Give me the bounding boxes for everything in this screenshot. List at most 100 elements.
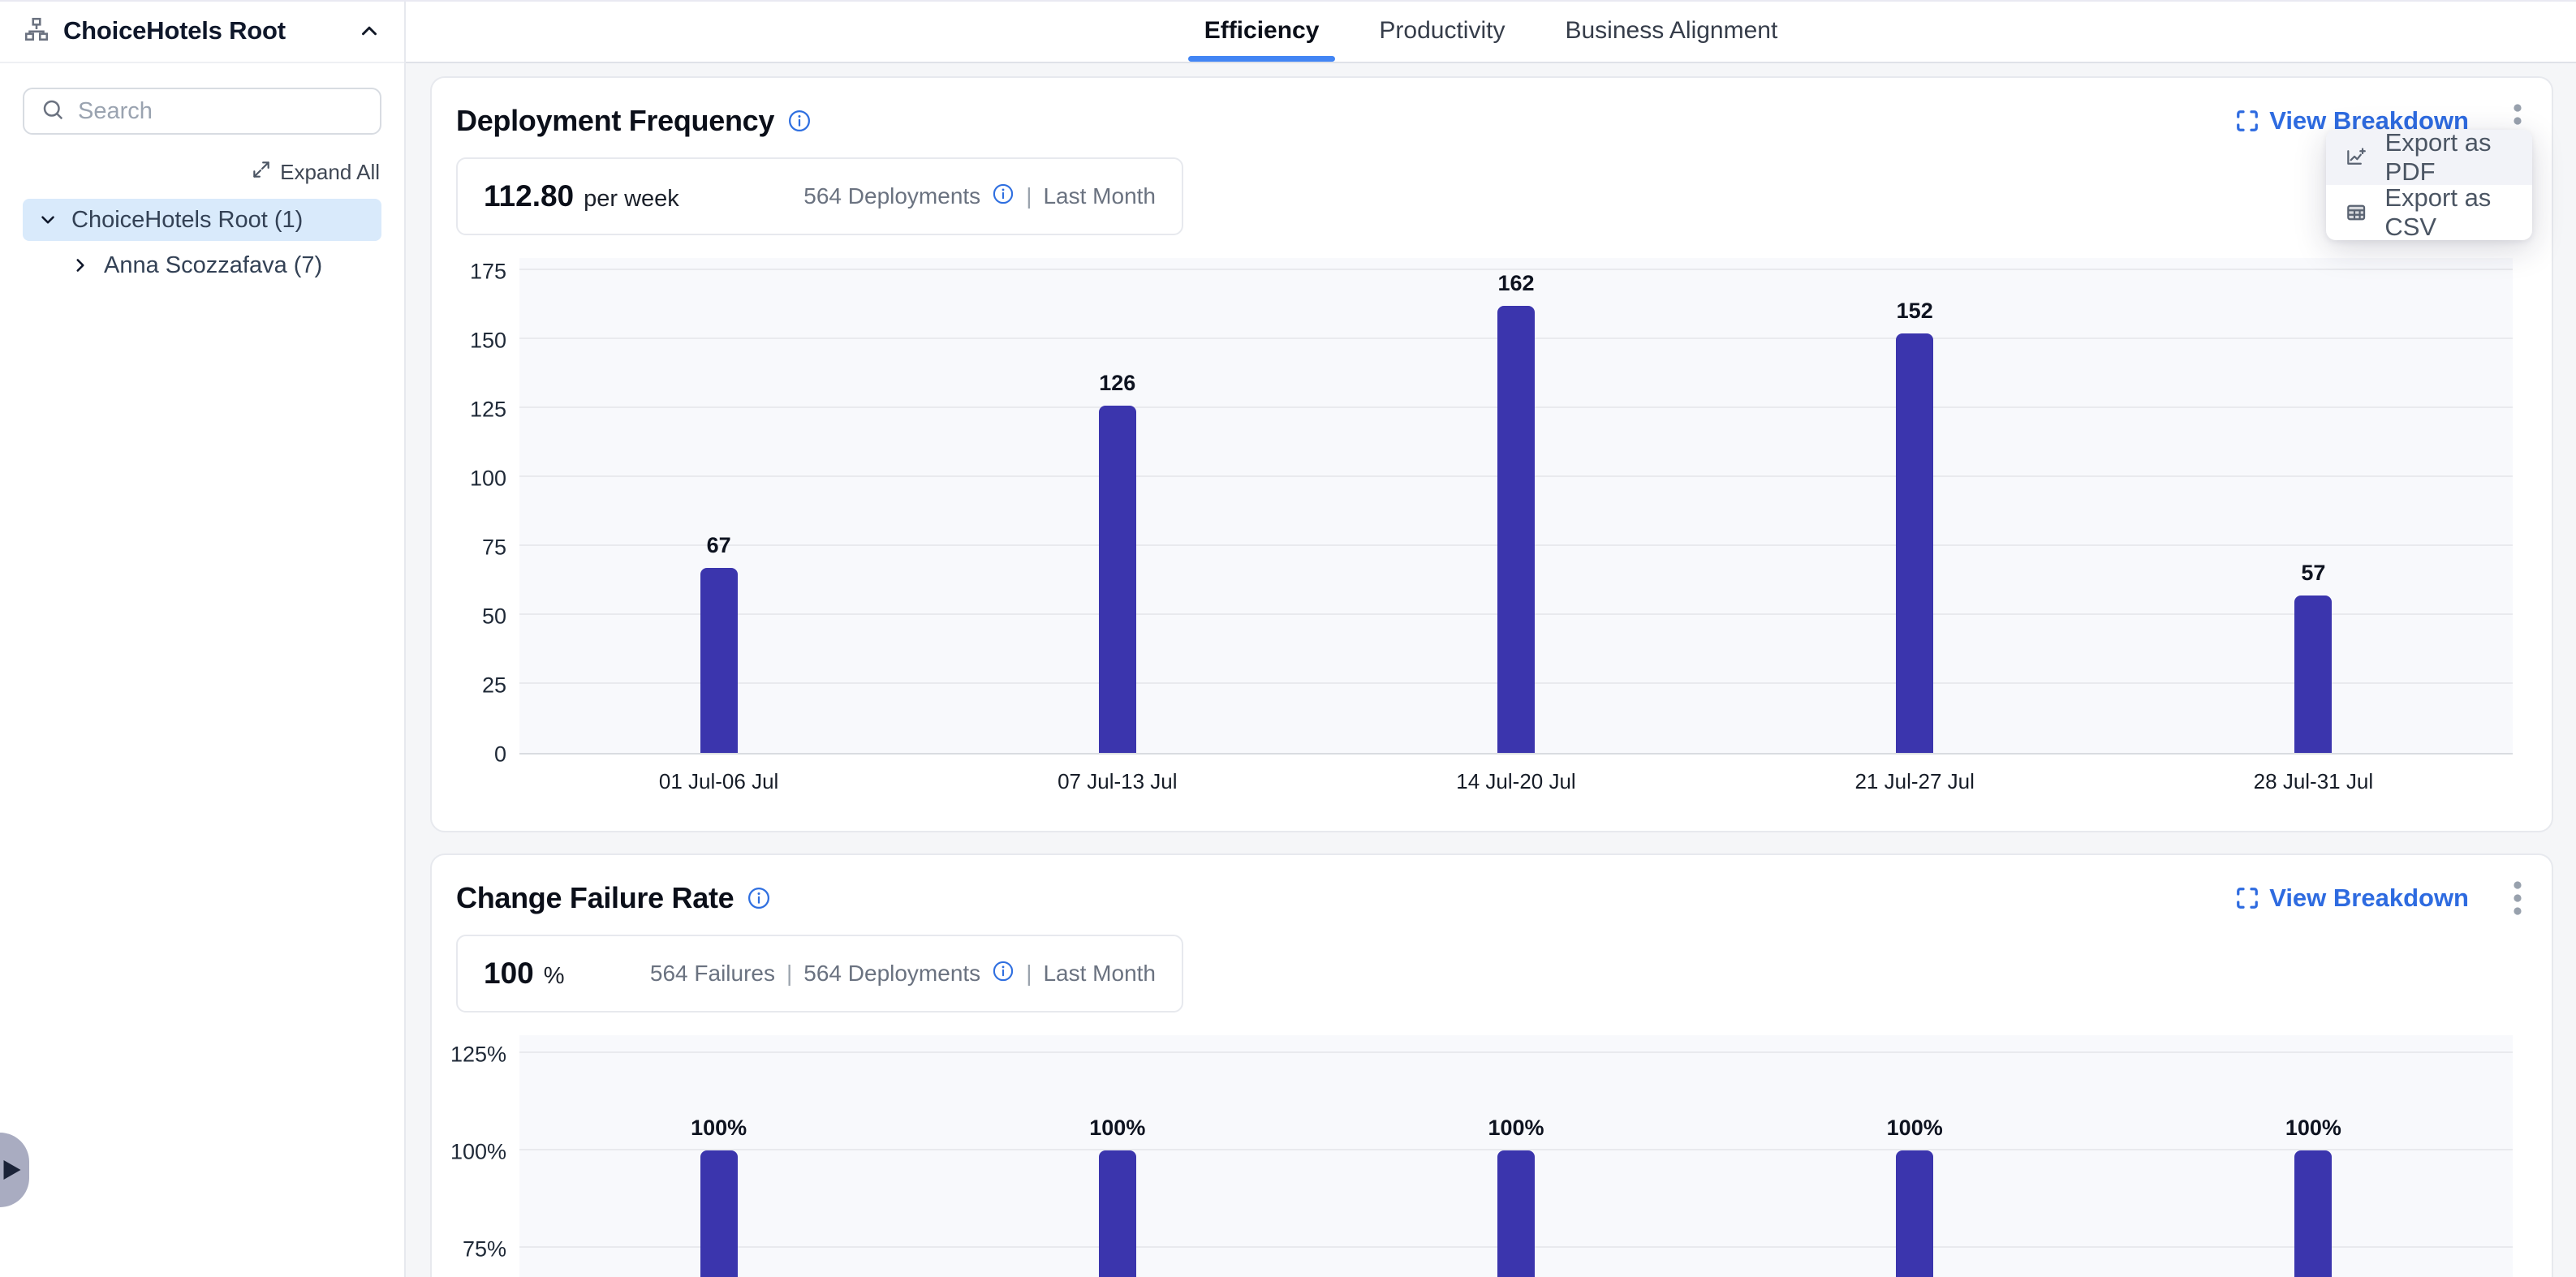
table-icon <box>2347 204 2366 221</box>
bar[interactable] <box>2294 1150 2333 1277</box>
gridline <box>519 269 2513 270</box>
bar[interactable] <box>700 568 738 753</box>
change-failure-rate-card: Change Failure Rate View Breakdown <box>430 853 2553 1277</box>
tree-item-label: ChoiceHotels Root (1) <box>71 206 304 233</box>
card-header: Deployment Frequency View Breakdown <box>456 99 2527 143</box>
bar[interactable] <box>1497 306 1535 753</box>
x-axis-label: 01 Jul-06 Jul <box>658 769 779 793</box>
search-icon <box>41 97 65 126</box>
info-icon[interactable] <box>787 109 812 133</box>
separator: | <box>1026 961 1032 986</box>
period-label: Last Month <box>1043 183 1156 209</box>
org-tree: ChoiceHotels Root (1) Anna Scozzafava (7… <box>23 199 381 286</box>
bar-value-label: 162 <box>1497 271 1535 296</box>
bar-value-label: 100% <box>1488 1116 1544 1140</box>
x-axis-labels: 01 Jul-06 Jul 07 Jul-13 Jul 14 Jul-20 Jul 2… <box>519 755 2513 797</box>
view-breakdown-label: View Breakdown <box>2269 884 2469 912</box>
bar-value-label: 57 <box>2301 561 2326 586</box>
caret-right-icon <box>76 259 84 272</box>
y-tick-label: 0 <box>493 742 506 767</box>
y-tick-label: 125 <box>469 397 506 422</box>
y-tick-label: 100 <box>469 466 506 491</box>
menu-item-export-csv[interactable]: Export as CSV <box>2326 183 2532 240</box>
gridline <box>519 1149 2513 1150</box>
tab-business-alignment[interactable]: Business Alignment <box>1562 0 1781 62</box>
y-tick-label: 100% <box>450 1139 506 1164</box>
chevron-up-icon <box>362 26 377 36</box>
bar[interactable] <box>2294 596 2333 753</box>
separator: | <box>1026 183 1032 209</box>
tab-bar: Efficiency Productivity Business Alignme… <box>406 0 2576 63</box>
card-header: Change Failure Rate View Breakdown <box>456 876 2527 920</box>
dashboard-content: Deployment Frequency View Breakdown <box>406 63 2576 1277</box>
bar[interactable] <box>1098 1150 1136 1277</box>
deployment-frequency-stat: 112.80 per week 564 Deployments | Last M… <box>456 157 1183 235</box>
period-label: Last Month <box>1043 961 1156 986</box>
deployment-frequency-chart: 0 25 50 75 100 125 150 175 67 126 162 152 57 <box>456 258 2527 767</box>
search-box[interactable] <box>23 88 384 135</box>
info-icon[interactable] <box>992 960 1014 988</box>
caret-down-icon <box>41 216 54 224</box>
expand-arrows-icon <box>251 159 272 186</box>
export-menu: Export as PDF Export as CSV <box>2326 130 2532 240</box>
expand-all-label: Expand All <box>280 160 380 184</box>
info-icon[interactable] <box>992 183 1014 211</box>
sidebar: ChoiceHotels Root Expand <box>0 0 406 1277</box>
plot-area: 100% 100% 100% 100% 100% <box>519 1035 2513 1277</box>
menu-item-label: Export as CSV <box>2384 183 2492 240</box>
stat-meta: 564 Deployments | Last Month <box>803 183 1156 211</box>
tree-item-child[interactable]: Anna Scozzafava (7) <box>55 244 381 286</box>
bar[interactable] <box>1896 333 1934 753</box>
card-title: Deployment Frequency <box>456 104 775 137</box>
kebab-menu-icon[interactable] <box>2508 875 2527 921</box>
menu-item-export-pdf[interactable]: Export as PDF <box>2326 130 2532 186</box>
tab-efficiency[interactable]: Efficiency <box>1187 0 1336 62</box>
stat-value-group: 112.80 per week <box>484 179 679 213</box>
sidebar-title: ChoiceHotels Root <box>63 16 286 45</box>
bar-value-label: 126 <box>1099 370 1136 395</box>
bar-value-label: 152 <box>1896 299 1933 324</box>
bar[interactable] <box>1098 405 1136 753</box>
menu-item-label: Export as PDF <box>2384 130 2492 186</box>
x-axis-label: 21 Jul-27 Jul <box>1854 769 1975 793</box>
bar-value-label: 100% <box>691 1116 747 1140</box>
plot-area: 67 126 162 152 57 <box>519 258 2513 755</box>
search-input[interactable] <box>78 97 384 125</box>
deployments-count: 564 Deployments <box>803 183 981 209</box>
window-top-border <box>0 0 2576 2</box>
y-tick-label: 125% <box>450 1042 506 1067</box>
panel-expand-handle[interactable] <box>0 1133 29 1207</box>
stat-value: 112.80 <box>484 179 575 213</box>
failures-count: 564 Failures <box>649 961 775 986</box>
y-tick-label: 175 <box>469 259 506 284</box>
stat-meta: 564 Failures | 564 Deployments | Last Mo… <box>650 960 1156 988</box>
bar[interactable] <box>1896 1150 1934 1277</box>
y-tick-label: 25 <box>481 673 506 698</box>
gridline <box>519 1051 2513 1053</box>
tab-productivity[interactable]: Productivity <box>1376 0 1508 62</box>
x-axis-label: 28 Jul-31 Jul <box>2253 769 2374 793</box>
sidebar-collapse-button[interactable] <box>357 19 381 43</box>
chart-line-icon <box>2347 148 2366 165</box>
x-axis-label: 07 Jul-13 Jul <box>1058 769 1178 793</box>
bar[interactable] <box>700 1150 738 1277</box>
stat-value-group: 100 % <box>484 957 565 991</box>
y-tick-label: 75 <box>481 535 506 560</box>
separator: | <box>786 961 793 986</box>
expand-corners-icon <box>2237 888 2259 909</box>
y-tick-label: 75% <box>462 1236 506 1262</box>
sidebar-header: ChoiceHotels Root <box>0 0 404 63</box>
x-axis-label: 14 Jul-20 Jul <box>1456 769 1576 793</box>
y-axis: 75% 100% 125% <box>450 1035 519 1277</box>
expand-all-button[interactable]: Expand All <box>0 159 380 186</box>
view-breakdown-link[interactable]: View Breakdown <box>2235 884 2469 913</box>
org-hierarchy-icon <box>23 15 50 47</box>
tree-item-root[interactable]: ChoiceHotels Root (1) <box>23 199 381 241</box>
bar-value-label: 100% <box>1089 1116 1146 1140</box>
active-tab-underline <box>1187 56 1336 62</box>
stat-unit: per week <box>584 186 679 212</box>
info-icon[interactable] <box>747 886 771 910</box>
bar[interactable] <box>1497 1150 1535 1277</box>
main-area: Efficiency Productivity Business Alignme… <box>406 0 2576 1277</box>
y-tick-label: 50 <box>481 604 506 629</box>
